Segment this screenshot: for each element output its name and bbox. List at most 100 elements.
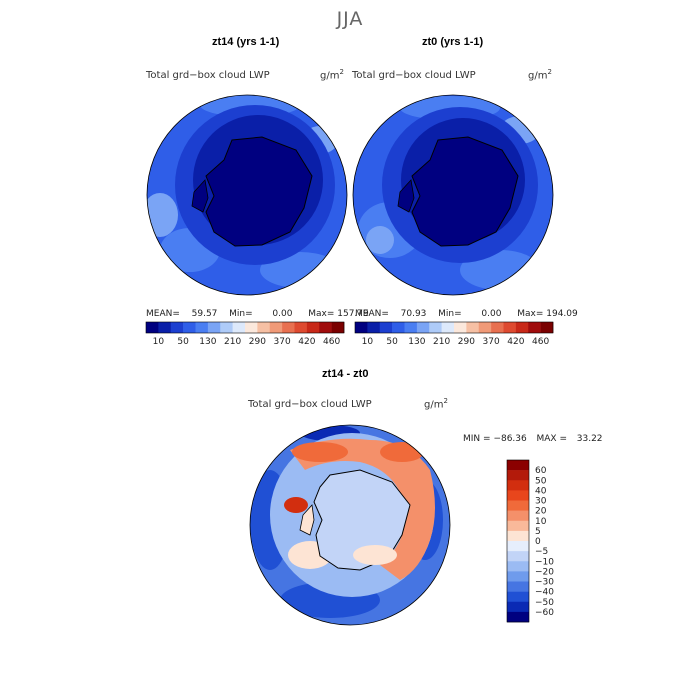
colorbar-swatch: [466, 322, 480, 333]
colorbar-swatch: [507, 551, 529, 562]
colorbar-tick-label: 370: [483, 337, 500, 347]
figure-title: JJA: [336, 8, 364, 30]
colorbar-tick-label: 5: [535, 527, 541, 537]
colorbar-swatch: [379, 322, 393, 333]
colorbar-tick-label: −20: [535, 567, 554, 577]
colorbar-swatch: [170, 322, 184, 333]
colorbar-tick-label: 10: [535, 517, 547, 527]
colorbar-tick-label: 10: [362, 337, 374, 347]
peninsula-outline: [397, 179, 415, 213]
colorbar-frame: [354, 321, 554, 334]
colorbar-swatch: [507, 581, 529, 592]
colorbar-swatch: [507, 510, 529, 522]
map-diff: [249, 424, 451, 626]
map-border: [352, 94, 554, 296]
colorbar-swatch: [404, 322, 418, 333]
min-value: 0.00: [272, 309, 293, 319]
panel-title-diff: zt14 - zt0: [322, 368, 369, 380]
colorbar-tick-label: 460: [323, 337, 340, 347]
colorbar-swatch: [507, 460, 529, 471]
colorbar-tick-label: 130: [199, 337, 216, 347]
variable-label-zt14: Total grd−box cloud LWP: [146, 70, 270, 81]
colorbar-swatch: [355, 322, 368, 333]
colorbar-swatch: [367, 322, 381, 333]
colorbar-swatch: [282, 322, 295, 333]
antarctica-outline: [205, 136, 313, 247]
colorbar-swatch: [507, 500, 529, 511]
min-value: 0.00: [481, 309, 502, 319]
positive-patch: [380, 442, 424, 462]
colorbar-tick-label: −10: [535, 557, 554, 567]
colorbar-tick-label: −60: [535, 608, 554, 618]
colorbar-swatch: [207, 322, 221, 333]
colorbar-tick-label: 10: [153, 337, 165, 347]
colorbar-swatch: [441, 322, 455, 333]
colorbar-swatch: [158, 322, 172, 333]
variable-label-zt0: Total grd−box cloud LWP: [352, 70, 476, 81]
unit-label-diff: g/m2: [424, 397, 448, 411]
colorbar-tick-label: 210: [433, 337, 450, 347]
colorbar-tick-label: 420: [298, 337, 315, 347]
colorbar-swatch: [220, 322, 233, 333]
unit-label-zt0: g/m2: [528, 68, 552, 82]
min-label: Min=: [438, 309, 462, 319]
colorbar-tick-label: 30: [535, 497, 547, 507]
colorbar-swatch: [195, 322, 209, 333]
min-value: −86.36: [493, 434, 527, 444]
colorbar-swatch: [183, 322, 196, 333]
positive-patch: [292, 442, 348, 462]
colorbar-swatch: [392, 322, 405, 333]
colorbar-tick-label: 40: [535, 486, 547, 496]
colorbar-swatch: [507, 571, 529, 582]
colorbar-tick-label: 0: [535, 537, 541, 547]
colorbar-swatch: [507, 561, 529, 572]
colorbar-tick-label: 50: [386, 337, 398, 347]
stats-diff: MIN = −86.36 MAX = 33.22: [463, 434, 603, 444]
near-zero-patch: [353, 545, 397, 565]
colorbar-swatch: [507, 470, 529, 481]
colorbar-swatch: [306, 322, 320, 333]
antarctica-outline: [411, 136, 519, 247]
colorbar-swatch: [478, 322, 492, 333]
colorbar-swatch: [503, 322, 517, 333]
colorbar-swatch: [319, 322, 332, 333]
colorbar-swatch: [232, 322, 246, 333]
colorbar-swatch: [294, 322, 308, 333]
colorbar-swatch: [146, 322, 159, 333]
stats-zt0: MEAN= 70.93 Min= 0.00 Max= 194.09: [355, 309, 578, 319]
colorbar-frame: [506, 459, 530, 623]
colorbar-frame: [145, 321, 345, 334]
light-patch: [366, 226, 394, 254]
positive-band: [290, 438, 435, 580]
colorbar-tick-label: −50: [535, 598, 554, 608]
colorbar-swatch: [429, 322, 442, 333]
colorbar-swatch: [507, 591, 529, 603]
mean-value: 70.93: [400, 309, 427, 319]
colorbar-swatch: [507, 520, 529, 532]
max-label: MAX =: [536, 434, 568, 444]
colorbar-tick-label: 210: [224, 337, 241, 347]
colorbar-tick-label: 460: [532, 337, 549, 347]
colorbar-tick-label: 20: [535, 507, 547, 517]
colorbar-swatch: [515, 322, 529, 333]
colorbar-swatch: [507, 541, 529, 552]
map-border: [146, 94, 348, 296]
min-label: Min=: [229, 309, 253, 319]
colorbar-swatch: [507, 480, 529, 491]
colorbar-swatch: [507, 601, 529, 613]
stats-zt14: MEAN= 59.57 Min= 0.00 Max= 157.79: [146, 309, 369, 319]
map-border: [249, 424, 451, 626]
mean-label: MEAN=: [146, 309, 180, 319]
variable-label-diff: Total grd−box cloud LWP: [248, 399, 372, 410]
colorbar-swatch: [528, 322, 541, 333]
max-value: 157.79: [337, 309, 369, 319]
colorbar-tick-label: 130: [408, 337, 425, 347]
positive-patch: [284, 497, 308, 513]
min-label: MIN =: [463, 434, 491, 444]
max-label: Max=: [308, 309, 335, 319]
colorbar-tick-label: 50: [535, 476, 547, 486]
colorbar-tick-label: 420: [507, 337, 524, 347]
max-value: 194.09: [546, 309, 578, 319]
map-zt0: [352, 94, 554, 296]
